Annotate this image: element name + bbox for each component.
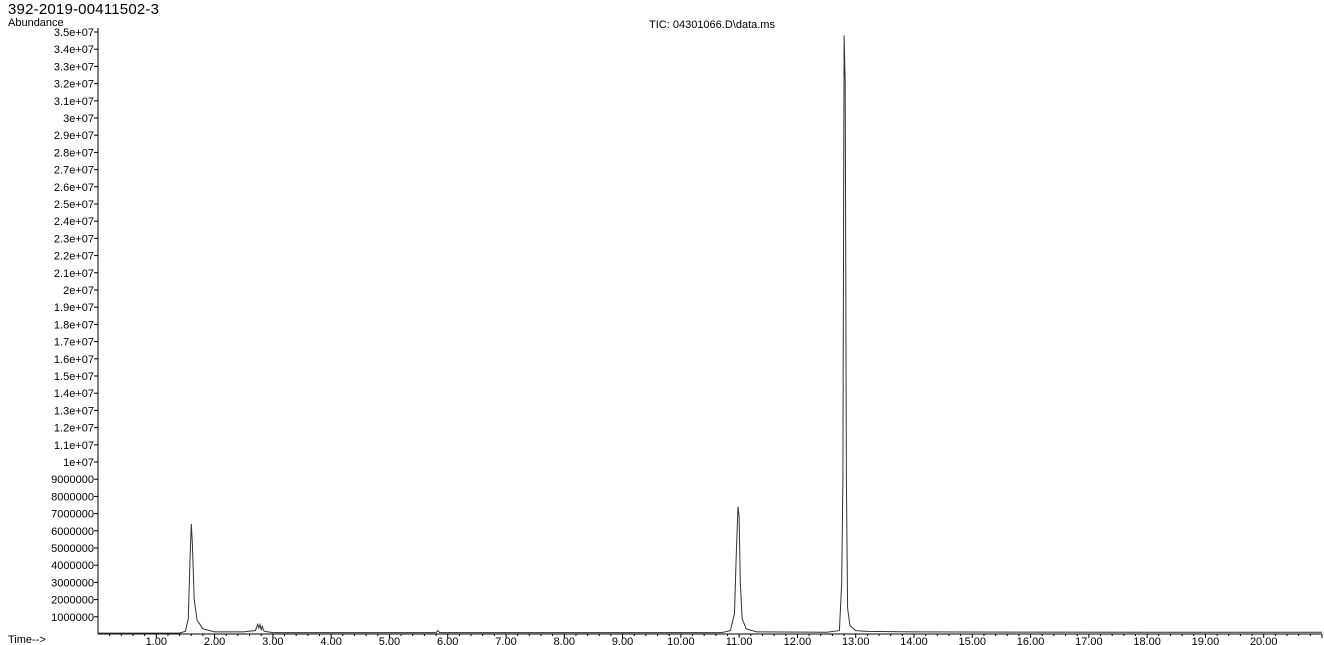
y-tick-label: 2.5e+07 [54,199,94,211]
y-tick-label: 2.6e+07 [54,182,94,194]
plot-axes [97,28,1322,635]
x-tick-label: 7.00 [495,636,516,645]
y-tick-label: 1e+07 [63,457,94,469]
x-tick-label: 12.00 [784,636,812,645]
y-tick-label: 3.3e+07 [54,61,94,73]
chart-title: TIC: 04301066.D\data.ms [649,19,775,31]
y-tick-label: 2.3e+07 [54,233,94,245]
x-tick-label: 14.00 [900,636,928,645]
x-axis-ticks: 1.00 2.00 3.00 4.00 5.00 6.00 7.00 8.00 9.00 10.0… [109,634,1323,645]
x-tick-label: 1.00 [146,636,167,645]
y-tick-label: 1.8e+07 [54,319,94,331]
y-tick-label: 8000000 [51,491,94,503]
y-tick-label: 1.9e+07 [54,302,94,314]
x-tick-label: 10.00 [667,636,695,645]
y-tick-label: 6000000 [51,526,94,538]
x-tick-label: 16.00 [1017,636,1045,645]
tic-trace-line [97,35,1322,634]
y-tick-label: 1.5e+07 [54,371,94,383]
x-tick-label: 20.00 [1250,636,1278,645]
x-axis-label: Time--> [8,634,46,645]
y-axis-ticks: 1000000 2000000 3000000 4000000 5000000 60000… [51,27,98,624]
x-tick-label: 2.00 [204,636,225,645]
y-tick-label: 3000000 [51,577,94,589]
y-tick-label: 3e+07 [63,113,94,125]
y-tick-label: 1.4e+07 [54,388,94,400]
y-tick-label: 2.7e+07 [54,165,94,177]
trace-layer [97,35,1322,634]
y-tick-label: 2000000 [51,595,94,607]
x-tick-label: 11.00 [726,636,753,645]
y-tick-label: 2e+07 [63,285,94,297]
y-tick-label: 2.9e+07 [54,130,94,142]
y-tick-label: 2.4e+07 [54,216,94,228]
y-tick-label: 1.6e+07 [54,354,94,366]
y-tick-label: 3.4e+07 [54,44,94,56]
x-tick-label: 4.00 [320,636,341,645]
y-tick-label: 1.1e+07 [54,440,94,452]
y-tick-label: 3.5e+07 [54,27,94,39]
x-tick-label: 13.00 [842,636,870,645]
x-tick-label: 17.00 [1075,636,1103,645]
y-tick-label: 2.1e+07 [54,268,94,280]
y-tick-label: 3.2e+07 [54,79,94,91]
x-tick-label: 9.00 [612,636,633,645]
y-tick-label: 7000000 [51,509,94,521]
x-tick-label: 5.00 [379,636,400,645]
x-tick-label: 19.00 [1192,636,1220,645]
y-tick-label: 4000000 [51,560,94,572]
x-tick-label: 3.00 [262,636,283,645]
x-tick-label: 8.00 [554,636,575,645]
y-tick-label: 2.8e+07 [54,147,94,159]
y-tick-label: 1.2e+07 [54,423,94,435]
y-axis-label: Abundance [8,17,64,29]
y-tick-label: 1000000 [51,612,94,624]
y-tick-label: 2.2e+07 [54,251,94,263]
y-tick-label: 3.1e+07 [54,96,94,108]
sample-id-label: 392-2019-00411502-3 [8,1,160,18]
y-tick-label: 9000000 [51,474,94,486]
y-tick-label: 5000000 [51,543,94,555]
x-tick-label: 6.00 [437,636,458,645]
x-tick-label: 18.00 [1133,636,1161,645]
y-tick-label: 1.7e+07 [54,337,94,349]
x-tick-label: 15.00 [959,636,987,645]
y-tick-label: 1.3e+07 [54,405,94,417]
